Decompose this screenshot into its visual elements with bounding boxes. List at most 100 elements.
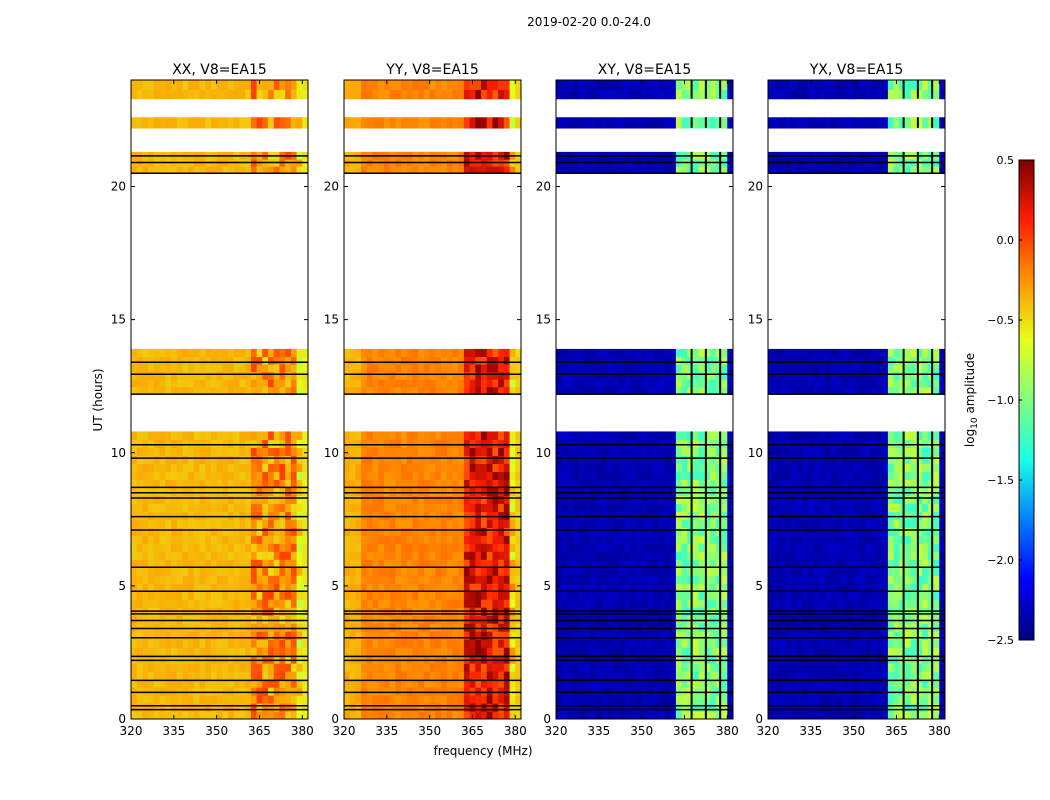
heatmap-cell bbox=[159, 463, 166, 472]
heatmap-cell bbox=[366, 364, 374, 373]
heatmap-cell bbox=[670, 356, 677, 365]
heatmap-cell bbox=[148, 511, 155, 520]
heatmap-cell bbox=[584, 117, 591, 129]
x-tick-label: 380 bbox=[291, 724, 314, 738]
heatmap-cell bbox=[222, 711, 229, 719]
heatmap-cell bbox=[273, 671, 281, 680]
heatmap-cell bbox=[142, 695, 149, 704]
heatmap-cell bbox=[865, 655, 872, 664]
heatmap-cell bbox=[170, 348, 178, 358]
heatmap-cell bbox=[670, 519, 677, 528]
heatmap-cell bbox=[590, 711, 597, 719]
heatmap-cell bbox=[670, 615, 677, 624]
heatmap-cell bbox=[647, 551, 654, 560]
heatmap-cell bbox=[601, 599, 608, 608]
heatmap-cell bbox=[641, 386, 648, 395]
heatmap-cell bbox=[199, 117, 206, 129]
heatmap-cell bbox=[148, 631, 155, 640]
heatmap-cell bbox=[423, 591, 431, 600]
heatmap-cell bbox=[216, 431, 223, 441]
heatmap-cell bbox=[653, 519, 660, 528]
heatmap-cell bbox=[710, 166, 717, 174]
heatmap-cell bbox=[148, 386, 155, 395]
heatmap-cell bbox=[216, 519, 223, 528]
heatmap-cell bbox=[463, 535, 471, 544]
heatmap-cell bbox=[635, 495, 643, 504]
heatmap-cell bbox=[561, 386, 569, 395]
heatmap-cell bbox=[256, 543, 263, 552]
heatmap-cell bbox=[630, 379, 637, 388]
axes-frame bbox=[130, 79, 309, 720]
heatmap-cell bbox=[245, 711, 252, 719]
heatmap-cell bbox=[418, 647, 425, 656]
heatmap-cell bbox=[635, 511, 643, 520]
heatmap-cell bbox=[170, 166, 178, 174]
heatmap-cell bbox=[486, 487, 494, 496]
heatmap-cell bbox=[630, 364, 637, 373]
heatmap-cell bbox=[664, 166, 671, 174]
heatmap-cell bbox=[687, 599, 694, 608]
heatmap-cell bbox=[836, 687, 843, 696]
heatmap-cell bbox=[366, 583, 374, 592]
heatmap-cell bbox=[693, 679, 700, 688]
heatmap-cell bbox=[825, 655, 832, 664]
heatmap-cell bbox=[893, 695, 900, 704]
heatmap-cell bbox=[366, 655, 374, 664]
heatmap-cell bbox=[412, 117, 419, 129]
heatmap-cell bbox=[647, 463, 654, 472]
heatmap-cell bbox=[279, 431, 286, 441]
heatmap-cell bbox=[279, 519, 286, 528]
heatmap-cell bbox=[423, 623, 431, 632]
heatmap-cell bbox=[486, 471, 494, 480]
heatmap-cell bbox=[515, 599, 521, 608]
heatmap-cell bbox=[601, 623, 608, 632]
heatmap-cell bbox=[401, 567, 408, 576]
heatmap-cell bbox=[148, 439, 155, 449]
heatmap-cell bbox=[372, 711, 379, 719]
heatmap-cell bbox=[199, 455, 206, 464]
heatmap-cell bbox=[779, 687, 786, 696]
heatmap-cell bbox=[176, 463, 183, 472]
heatmap-cell bbox=[366, 543, 374, 552]
heatmap-cell bbox=[492, 703, 499, 712]
heatmap-cell bbox=[704, 543, 711, 552]
heatmap-cell bbox=[567, 364, 574, 373]
heatmap-cell bbox=[131, 431, 138, 441]
heatmap-cell bbox=[131, 615, 138, 624]
heatmap-cell bbox=[492, 527, 499, 536]
heatmap-cell bbox=[205, 379, 212, 388]
heatmap-cell bbox=[481, 348, 488, 358]
heatmap-cell bbox=[423, 495, 431, 504]
heatmap-cell bbox=[205, 575, 212, 584]
heatmap-cell bbox=[372, 551, 379, 560]
heatmap-cell bbox=[670, 447, 677, 457]
heatmap-cell bbox=[590, 519, 597, 528]
heatmap-cell bbox=[142, 615, 149, 624]
heatmap-cell bbox=[412, 487, 419, 496]
heatmap-cell bbox=[245, 364, 252, 373]
heatmap-cell bbox=[601, 386, 608, 395]
heatmap-cell bbox=[395, 535, 402, 544]
heatmap-cell bbox=[498, 89, 505, 100]
heatmap-cell bbox=[435, 551, 442, 560]
heatmap-cell bbox=[463, 543, 471, 552]
heatmap-cell bbox=[389, 527, 396, 536]
heatmap-cell bbox=[715, 551, 723, 560]
heatmap-cell bbox=[486, 615, 494, 624]
heatmap-cell bbox=[361, 495, 368, 504]
heatmap-cell bbox=[618, 356, 626, 365]
heatmap-cell bbox=[395, 567, 402, 576]
heatmap-cell bbox=[193, 495, 201, 504]
heatmap-cell bbox=[170, 551, 178, 560]
heatmap-cell bbox=[233, 615, 241, 624]
heatmap-cell bbox=[698, 703, 706, 712]
heatmap-cell bbox=[228, 559, 235, 568]
heatmap-cell bbox=[556, 379, 563, 388]
heatmap-cell bbox=[647, 117, 654, 129]
heatmap-cell bbox=[268, 166, 275, 174]
heatmap-cell bbox=[170, 647, 178, 656]
heatmap-cell bbox=[193, 559, 201, 568]
heatmap-cell bbox=[239, 356, 246, 365]
heatmap-cell bbox=[458, 348, 465, 358]
heatmap-cell bbox=[595, 663, 603, 672]
